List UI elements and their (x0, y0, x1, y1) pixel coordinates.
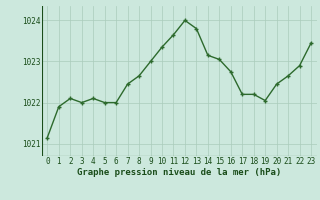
X-axis label: Graphe pression niveau de la mer (hPa): Graphe pression niveau de la mer (hPa) (77, 168, 281, 177)
